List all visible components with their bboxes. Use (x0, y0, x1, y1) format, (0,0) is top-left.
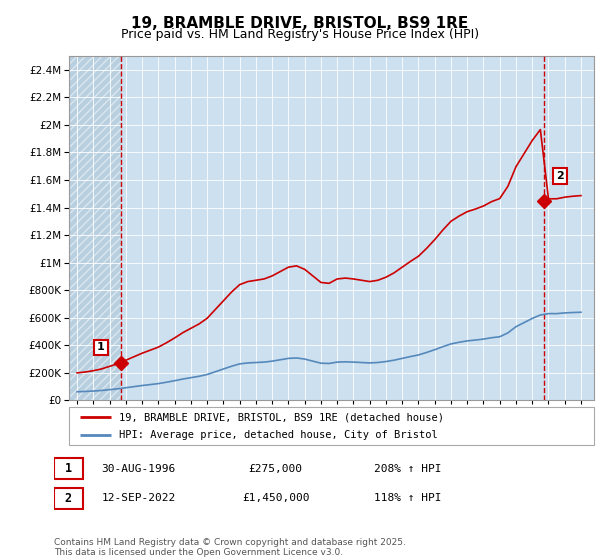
Text: £1,450,000: £1,450,000 (242, 493, 310, 503)
FancyBboxPatch shape (69, 407, 594, 445)
Text: 2: 2 (65, 492, 72, 505)
Text: Price paid vs. HM Land Registry's House Price Index (HPI): Price paid vs. HM Land Registry's House … (121, 28, 479, 41)
Text: 208% ↑ HPI: 208% ↑ HPI (374, 464, 442, 474)
Text: HPI: Average price, detached house, City of Bristol: HPI: Average price, detached house, City… (119, 430, 437, 440)
Text: 19, BRAMBLE DRIVE, BRISTOL, BS9 1RE (detached house): 19, BRAMBLE DRIVE, BRISTOL, BS9 1RE (det… (119, 412, 444, 422)
Text: 19, BRAMBLE DRIVE, BRISTOL, BS9 1RE: 19, BRAMBLE DRIVE, BRISTOL, BS9 1RE (131, 16, 469, 31)
Bar (69, 56, 121, 400)
Text: 1: 1 (65, 462, 72, 475)
Text: Contains HM Land Registry data © Crown copyright and database right 2025.
This d: Contains HM Land Registry data © Crown c… (54, 538, 406, 557)
Text: 2: 2 (556, 171, 564, 181)
Text: £275,000: £275,000 (249, 464, 303, 474)
Bar (69, 56, 121, 400)
Text: 12-SEP-2022: 12-SEP-2022 (101, 493, 176, 503)
FancyBboxPatch shape (54, 458, 83, 479)
Text: 30-AUG-1996: 30-AUG-1996 (101, 464, 176, 474)
FancyBboxPatch shape (54, 488, 83, 509)
Text: 118% ↑ HPI: 118% ↑ HPI (374, 493, 442, 503)
Text: 1: 1 (97, 342, 105, 352)
